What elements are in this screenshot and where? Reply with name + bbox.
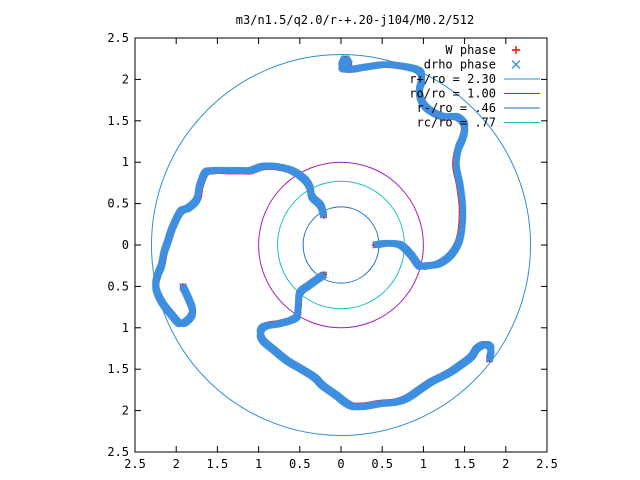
x-tick-label: 0.5 bbox=[371, 457, 393, 471]
x-tick-label: 0 bbox=[337, 457, 344, 471]
y-tick-label: 0 bbox=[122, 238, 129, 252]
y-tick-label: 2 bbox=[122, 72, 129, 86]
y-axis: 2.5 2 1.5 1 0.5 0 0.5 1 1.5 2 2.5 bbox=[107, 31, 547, 459]
legend-label: r-/ro = .46 bbox=[417, 101, 496, 115]
y-tick-label: 0.5 bbox=[107, 197, 129, 211]
y-tick-label: 2 bbox=[122, 404, 129, 418]
legend-label: rc/ro = .77 bbox=[417, 116, 496, 130]
y-tick-label: 0.5 bbox=[107, 279, 129, 293]
y-tick-label: 2.5 bbox=[107, 31, 129, 45]
x-tick-label: 1.5 bbox=[207, 457, 229, 471]
legend-swatch-drho-phase bbox=[511, 60, 521, 69]
legend-label: W phase bbox=[445, 43, 496, 57]
x-tick-label: 2.5 bbox=[536, 457, 558, 471]
y-tick-label: 1 bbox=[122, 155, 129, 169]
x-tick-label: 0.5 bbox=[289, 457, 311, 471]
x-tick-label: 2 bbox=[502, 457, 509, 471]
x-tick-label: 1 bbox=[255, 457, 262, 471]
y-tick-label: 1 bbox=[122, 321, 129, 335]
drho-phase-point bbox=[485, 355, 493, 363]
drho-phase-series bbox=[151, 55, 495, 411]
drho-phase-point bbox=[179, 282, 187, 290]
circle-r-ro bbox=[302, 206, 380, 284]
legend-label: r+/ro = 2.30 bbox=[409, 72, 496, 86]
drho-phase-point bbox=[345, 60, 353, 69]
legend-label: ro/ro = 1.00 bbox=[409, 87, 496, 101]
x-tick-label: 2.5 bbox=[124, 457, 146, 471]
y-tick-label: 1.5 bbox=[107, 114, 129, 128]
x-tick-label: 2 bbox=[173, 457, 180, 471]
chart-title: m3/n1.5/q2.0/r-+.20-j104/M0.2/512 bbox=[236, 13, 474, 27]
y-tick-label: 2.5 bbox=[107, 445, 129, 459]
x-axis: 2.5 2 1.5 1 0.5 0 0.5 1 1.5 2 2.5 bbox=[124, 38, 558, 471]
x-tick-label: 1 bbox=[420, 457, 427, 471]
legend-swatch-w-phase bbox=[512, 46, 520, 54]
y-tick-label: 1.5 bbox=[107, 362, 129, 376]
legend-label: drho phase bbox=[424, 58, 496, 72]
circle-ro-ro bbox=[258, 161, 424, 329]
circle-r-ro bbox=[150, 54, 532, 436]
x-tick-label: 1.5 bbox=[454, 457, 476, 471]
